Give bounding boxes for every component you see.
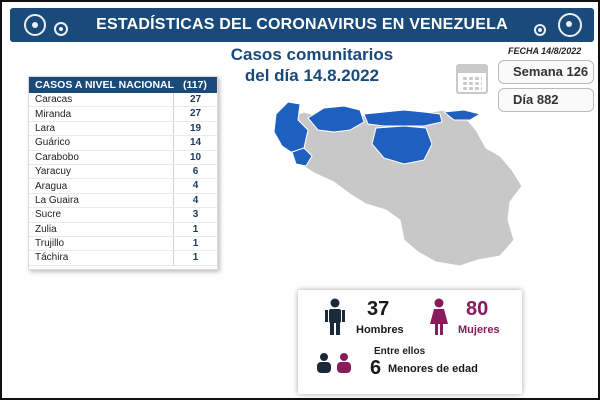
table-row: Yaracuy 6 xyxy=(29,164,217,180)
men-count: 37 xyxy=(367,298,390,320)
state-cases: 4 xyxy=(173,179,217,193)
state-cases: 1 xyxy=(173,236,217,251)
women-label: Mujeres xyxy=(458,324,500,336)
map-region-central xyxy=(363,109,443,127)
state-cases: 3 xyxy=(173,208,217,222)
table-header-label: CASOS A NIVEL NACIONAL xyxy=(35,79,175,91)
state-cases: 6 xyxy=(173,164,217,179)
subtitle: Casos comunitarios del día 14.8.2022 xyxy=(207,44,417,86)
state-name: Táchira xyxy=(35,252,69,264)
map-region-lara xyxy=(307,105,365,133)
venezuela-map xyxy=(273,101,523,267)
minors-label: Menores de edad xyxy=(388,363,478,375)
state-cases: 27 xyxy=(173,107,217,121)
table-body: Caracas 27 Miranda 27 Lara 19 Guárico 14 Carabob… xyxy=(29,93,217,266)
map-region-andes xyxy=(291,147,313,167)
table-row: La Guaira 4 xyxy=(29,193,217,209)
state-name: Yaracuy xyxy=(35,166,71,178)
table-row: Sucre 3 xyxy=(29,208,217,223)
state-cases: 4 xyxy=(173,193,217,208)
table-header-total: (117) xyxy=(183,79,207,91)
among-them-label: Entre ellos xyxy=(374,346,426,357)
week-badge: Semana 126 xyxy=(498,60,594,84)
map-region-zulia xyxy=(273,101,309,155)
women-count: 80 xyxy=(466,298,489,320)
page-title: ESTADÍSTICAS DEL CORONAVIRUS EN VENEZUEL… xyxy=(96,16,508,33)
date-label: FECHA 14/8/2022 xyxy=(508,46,582,56)
virus-icon xyxy=(24,14,46,36)
state-cases: 27 xyxy=(173,93,217,107)
state-name: Caracas xyxy=(35,94,73,106)
man-icon xyxy=(325,298,345,335)
state-name: Sucre xyxy=(35,209,62,221)
state-name: Guárico xyxy=(35,137,71,149)
table-row: Caracas 27 xyxy=(29,93,217,108)
state-name: Zulia xyxy=(35,223,57,235)
table-row: Carabobo 10 xyxy=(29,150,217,165)
virus-icon xyxy=(54,22,68,36)
cases-table: CASOS A NIVEL NACIONAL (117) Caracas 27 Mi… xyxy=(28,76,218,270)
state-cases: 19 xyxy=(173,121,217,136)
state-name: Carabobo xyxy=(35,151,79,163)
virus-icon xyxy=(534,24,546,36)
children-icon xyxy=(317,353,351,373)
minors-count: 6 xyxy=(370,357,382,379)
state-cases: 1 xyxy=(173,222,217,236)
state-cases: 10 xyxy=(173,150,217,164)
table-row: Miranda 27 xyxy=(29,107,217,122)
state-name: Trujillo xyxy=(35,238,65,250)
state-name: Miranda xyxy=(35,108,72,120)
subtitle-line1: Casos comunitarios xyxy=(230,45,394,64)
table-row: Táchira 1 xyxy=(29,251,217,266)
table-row: Lara 19 xyxy=(29,121,217,137)
state-name: Lara xyxy=(35,122,56,134)
state-name: La Guaira xyxy=(35,194,79,206)
table-row: Guárico 14 xyxy=(29,136,217,151)
table-row: Aragua 4 xyxy=(29,179,217,194)
title-banner: ESTADÍSTICAS DEL CORONAVIRUS EN VENEZUEL… xyxy=(10,8,594,42)
map-region-sucre xyxy=(442,109,482,121)
subtitle-line2: del día 14.8.2022 xyxy=(244,66,380,85)
map-region-guarico xyxy=(371,125,433,165)
calendar-icon xyxy=(456,64,488,94)
state-cases: 14 xyxy=(173,136,217,150)
table-header: CASOS A NIVEL NACIONAL (117) xyxy=(29,77,217,93)
virus-icon xyxy=(558,13,582,37)
state-cases: 1 xyxy=(173,251,217,265)
men-label: Hombres xyxy=(356,324,404,336)
table-row: Zulia 1 xyxy=(29,222,217,237)
state-name: Aragua xyxy=(35,180,68,192)
table-row: Trujillo 1 xyxy=(29,236,217,252)
woman-icon xyxy=(430,298,448,335)
day-badge: Día 882 xyxy=(498,88,594,112)
